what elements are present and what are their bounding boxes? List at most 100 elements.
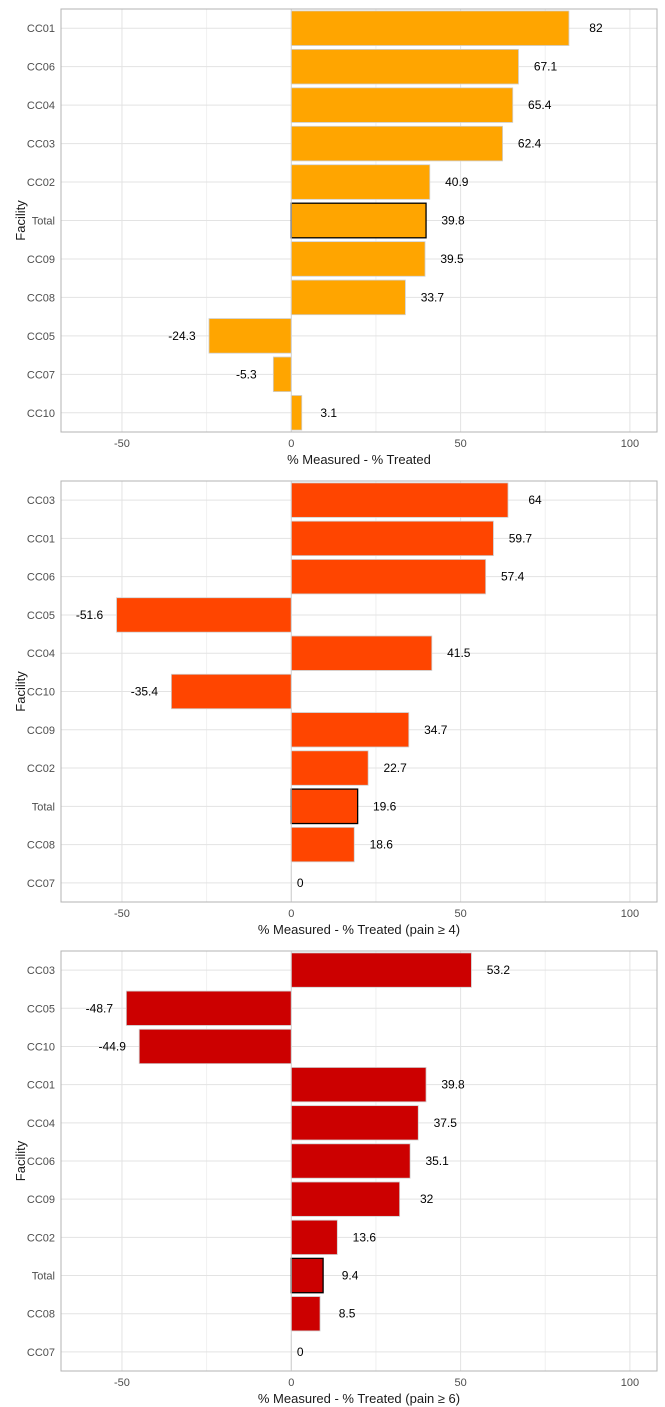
data-label: 41.5 xyxy=(447,646,471,660)
bar-cc09 xyxy=(290,712,410,748)
data-label: 32 xyxy=(420,1192,434,1206)
chart-1: 82 CC01 67.1 CC06 65.4 CC04 62.4 CC03 40.9 CC02 39… xyxy=(13,8,658,467)
category-tick-label: CC02 xyxy=(27,1232,55,1244)
x-tick-label: 100 xyxy=(621,1377,639,1389)
category-tick-label: CC05 xyxy=(27,1003,55,1015)
bar-cc10 xyxy=(170,673,292,710)
category-tick-label: CC03 xyxy=(27,139,55,151)
category-tick-label: CC06 xyxy=(27,1156,55,1168)
bar-cc02 xyxy=(290,164,431,200)
data-label: 13.6 xyxy=(353,1230,377,1244)
data-label: -51.6 xyxy=(76,608,104,622)
bar-cc05 xyxy=(116,597,292,633)
category-tick-label: CC02 xyxy=(27,763,55,775)
data-label: 59.7 xyxy=(509,531,533,545)
category-tick-label: CC03 xyxy=(27,965,55,977)
bar-cc05 xyxy=(125,990,292,1026)
category-tick-label: CC01 xyxy=(27,533,55,545)
category-tick-label: CC07 xyxy=(27,878,55,890)
data-label: 34.7 xyxy=(424,723,448,737)
chart-2: 64 CC03 59.7 CC01 57.4 CC06 -51.6 CC05 41.5 CC04 -… xyxy=(13,480,658,937)
data-label: -24.3 xyxy=(168,329,196,343)
category-tick-label: CC06 xyxy=(27,572,55,584)
x-axis-title: % Measured - % Treated (pain ≥ 4) xyxy=(258,922,460,937)
bar-cc04 xyxy=(290,1105,419,1141)
data-label: -35.4 xyxy=(131,685,159,699)
category-tick-label: CC10 xyxy=(27,687,55,699)
category-tick-label: CC08 xyxy=(27,1309,55,1321)
x-tick-label: 50 xyxy=(454,1377,466,1389)
bar-cc06 xyxy=(290,48,519,85)
x-axis-title: % Measured - % Treated (pain ≥ 6) xyxy=(258,1391,460,1406)
bar-cc08 xyxy=(290,826,355,863)
category-tick-label: CC01 xyxy=(27,23,55,35)
bar-cc09 xyxy=(290,1181,401,1217)
bar-cc08 xyxy=(290,1296,321,1332)
category-tick-label: CC07 xyxy=(27,1347,55,1359)
bar-cc08 xyxy=(290,279,406,316)
bar-cc07 xyxy=(272,356,292,393)
bar-cc06 xyxy=(290,1143,411,1179)
chart-3: 53.2 CC03 -48.7 CC05 -44.9 CC10 39.8 CC01 37.5 CC… xyxy=(13,950,658,1406)
plot-border xyxy=(60,480,658,903)
x-tick-label: -50 xyxy=(114,438,130,450)
bar-cc03 xyxy=(290,482,509,518)
data-label: 19.6 xyxy=(373,799,397,813)
category-tick-label: CC06 xyxy=(27,62,55,74)
category-tick-label: Total xyxy=(32,1271,55,1283)
category-tick-label: Total xyxy=(32,216,55,228)
data-label: 67.1 xyxy=(534,60,558,74)
x-tick-label: 50 xyxy=(454,438,466,450)
category-tick-label: CC09 xyxy=(27,725,55,737)
category-tick-label: CC09 xyxy=(27,254,55,266)
data-label: 3.1 xyxy=(320,406,337,420)
data-label: 40.9 xyxy=(445,175,469,189)
data-label: -5.3 xyxy=(236,367,257,381)
bar-total xyxy=(290,788,359,825)
data-label: 64 xyxy=(528,493,542,507)
bar-cc02 xyxy=(290,1219,338,1255)
x-tick-label: 100 xyxy=(621,908,639,920)
category-tick-label: CC04 xyxy=(27,1118,55,1130)
category-tick-label: CC07 xyxy=(27,369,55,381)
bar-cc01 xyxy=(290,1067,427,1103)
y-axis-title: Facility xyxy=(13,671,28,712)
bar-cc02 xyxy=(290,750,369,786)
bar-cc04 xyxy=(290,635,433,671)
x-tick-label: 0 xyxy=(288,1377,294,1389)
bar-cc10 xyxy=(138,1028,292,1065)
bar-cc09 xyxy=(290,241,426,277)
data-label: 18.6 xyxy=(370,838,394,852)
data-label: 0 xyxy=(297,1345,304,1359)
bar-total xyxy=(290,1257,324,1294)
x-tick-label: 100 xyxy=(621,438,639,450)
data-label: 9.4 xyxy=(342,1269,359,1283)
plot-border xyxy=(60,950,658,1372)
data-label: 65.4 xyxy=(528,98,552,112)
category-tick-label: CC08 xyxy=(27,292,55,304)
data-label: 37.5 xyxy=(434,1116,458,1130)
data-label: -44.9 xyxy=(99,1039,127,1053)
data-label: 33.7 xyxy=(421,290,445,304)
category-tick-label: CC01 xyxy=(27,1080,55,1092)
bar-cc06 xyxy=(290,559,487,595)
category-tick-label: CC09 xyxy=(27,1194,55,1206)
bar-cc01 xyxy=(290,10,570,46)
bar-cc05 xyxy=(208,318,292,354)
data-label: 53.2 xyxy=(487,963,511,977)
data-label: 39.5 xyxy=(440,252,464,266)
category-tick-label: Total xyxy=(32,801,55,813)
category-tick-label: CC05 xyxy=(27,331,55,343)
x-axis-title: % Measured - % Treated xyxy=(287,452,431,467)
bar-cc04 xyxy=(290,87,514,123)
x-tick-label: 0 xyxy=(288,908,294,920)
bar-cc03 xyxy=(290,952,472,988)
category-tick-label: CC05 xyxy=(27,610,55,622)
y-axis-title: Facility xyxy=(13,200,28,241)
x-tick-label: -50 xyxy=(114,1377,130,1389)
data-label: 39.8 xyxy=(441,214,465,228)
category-tick-label: CC03 xyxy=(27,495,55,507)
data-label: 62.4 xyxy=(518,137,542,151)
category-tick-label: CC10 xyxy=(27,408,55,420)
